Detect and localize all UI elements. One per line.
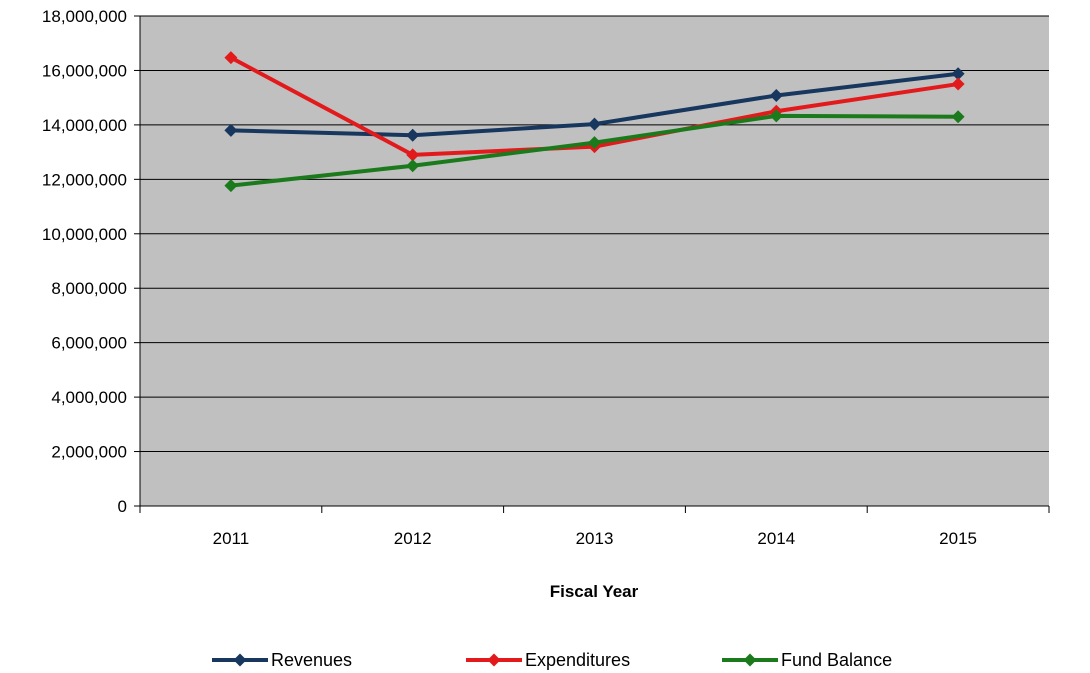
series-revenues [224,67,965,142]
y-tick-label: 4,000,000 [51,388,127,407]
data-point-marker [588,136,601,150]
x-tick-label: 2011 [213,529,250,548]
data-point-marker [951,77,965,91]
data-point-marker [406,159,420,173]
y-tick-label: 8,000,000 [51,279,127,298]
x-tick-label: 2013 [576,529,614,548]
legend-item: Fund Balance [722,650,892,670]
data-point-marker [224,51,238,65]
legend-swatch-marker [233,653,247,667]
x-tick-label: 2014 [757,529,795,548]
series-lines [224,51,965,193]
data-point-marker [769,88,783,102]
data-point-marker [406,148,420,162]
data-point-marker [406,128,420,142]
x-tick-label: 2015 [939,529,977,548]
data-point-marker [588,117,601,131]
x-tick-label: 2012 [394,529,432,548]
y-tick-label: 2,000,000 [51,443,127,462]
legend-item: Expenditures [466,650,630,670]
legend: Revenues Expenditures Fund Balance [212,650,892,670]
x-axis-title: Fiscal Year [550,582,639,601]
legend-swatch-marker [743,653,757,667]
x-axis-tick-labels: 2011 2012 2013 2014 2015 [213,529,977,548]
y-tick-label: 16,000,000 [42,61,127,80]
y-tick-label: 0 [118,497,127,516]
series-fund-balance [224,109,965,193]
y-tick-label: 10,000,000 [42,225,127,244]
y-tick-label: 6,000,000 [51,334,127,353]
data-point-marker [769,109,783,123]
legend-item: Revenues [212,650,352,670]
gridlines [140,15,1049,453]
data-point-marker [224,179,238,193]
legend-label: Revenues [271,650,352,670]
plot-area [140,16,1049,506]
y-tick-label: 18,000,000 [42,7,127,26]
data-point-marker [224,123,238,137]
legend-label: Fund Balance [781,650,892,670]
data-point-marker [951,67,965,81]
y-tick-label: 14,000,000 [42,116,127,135]
y-tick-label: 12,000,000 [42,170,127,189]
axes [134,15,1050,513]
data-point-marker [951,110,965,124]
legend-label: Expenditures [525,650,630,670]
legend-swatch-marker [487,653,501,667]
y-axis-tick-labels: 0 2,000,000 4,000,000 6,000,000 8,000,000 10,… [42,7,127,516]
